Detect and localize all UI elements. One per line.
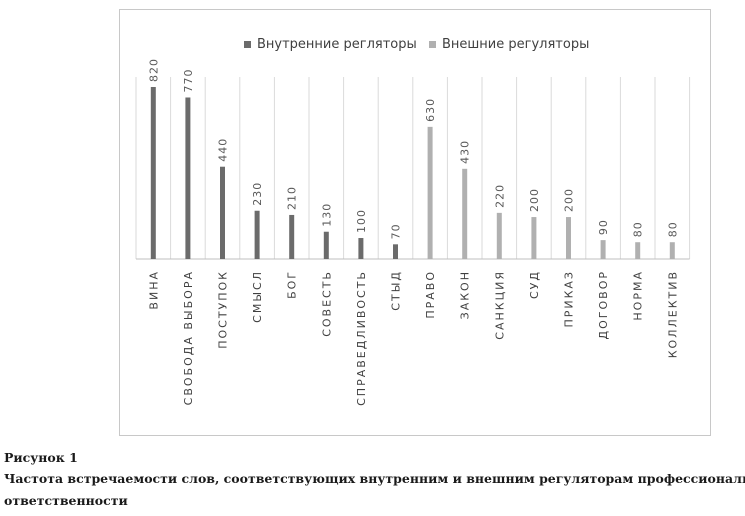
data-label: 130 (320, 203, 333, 227)
bar-internal (393, 244, 398, 259)
data-label: 770 (182, 68, 195, 92)
bar-internal (358, 238, 364, 259)
data-label: 630 (424, 98, 437, 122)
bar-external (635, 242, 641, 259)
bar-external (600, 240, 606, 259)
bar-internal (323, 231, 329, 259)
bar-external (531, 217, 537, 259)
data-label: 70 (390, 223, 403, 239)
x-tick-label: БОГ (286, 270, 299, 299)
x-tick-label: ПРАВО (424, 270, 437, 319)
bar-internal (254, 210, 260, 259)
x-tick-label: НОРМА (632, 270, 645, 321)
x-tick-label: СОВЕСТЬ (320, 270, 333, 337)
chart-frame: Внутренние регляторы Внешние регуляторы (119, 9, 711, 436)
data-label: 90 (597, 219, 610, 235)
figure-caption-line2: ответственности (4, 493, 128, 508)
x-tick-label: ЗАКОН (459, 270, 472, 319)
data-label: 200 (563, 188, 576, 212)
legend-swatch-external (429, 41, 436, 48)
bar-external (427, 126, 433, 259)
figure-caption-line1: Частота встречаемости слов, соответствую… (4, 471, 745, 486)
bar-external (566, 217, 571, 259)
data-label: 200 (528, 188, 541, 212)
figure-label: Рисунок 1 (4, 450, 78, 465)
data-label: 820 (147, 58, 160, 82)
bar-external (462, 168, 468, 259)
x-tick-label: ВИНА (147, 270, 160, 310)
data-label: 80 (666, 221, 679, 237)
x-tick-label: ПРИКАЗ (563, 270, 576, 328)
legend-label-internal: Внутренние регляторы (257, 37, 417, 52)
x-tick-label: СВОБОДА ВЫБОРА (182, 270, 195, 405)
x-tick-label: СПРАВЕДЛИВОСТЬ (355, 270, 368, 406)
bar-internal (220, 166, 225, 259)
x-tick-label: ДОГОВОР (597, 270, 610, 339)
bar-internal (150, 87, 156, 259)
data-label: 230 (251, 182, 264, 206)
data-label: 210 (286, 186, 299, 210)
data-label: 220 (493, 184, 506, 208)
legend-label-external: Внешние регуляторы (442, 37, 590, 52)
x-tick-label: САНКЦИЯ (493, 270, 506, 340)
x-tick-label: КОЛЛЕКТИВ (666, 270, 679, 358)
x-tick-label: СМЫСЛ (251, 270, 264, 323)
data-label: 440 (217, 138, 230, 162)
legend-item-internal: Внутренние регляторы (244, 37, 417, 52)
chart-plot: 820 ВИНА 770 СВОБОДА ВЫБОРА 440 ПОСТУПОК 230 СМ… (135, 58, 691, 406)
legend-swatch-internal (244, 41, 251, 48)
x-tick-label: ПОСТУПОК (217, 270, 230, 349)
data-label: 430 (459, 140, 472, 164)
data-label: 100 (355, 209, 368, 233)
bar-internal (185, 97, 191, 259)
data-label: 80 (632, 221, 645, 237)
bar-external (669, 242, 675, 259)
x-tick-label: СТЫД (390, 270, 403, 311)
legend-item-external: Внешние регуляторы (429, 37, 589, 52)
bar-internal (289, 214, 295, 259)
bar-external (496, 212, 502, 259)
x-tick-label: СУД (528, 270, 541, 299)
